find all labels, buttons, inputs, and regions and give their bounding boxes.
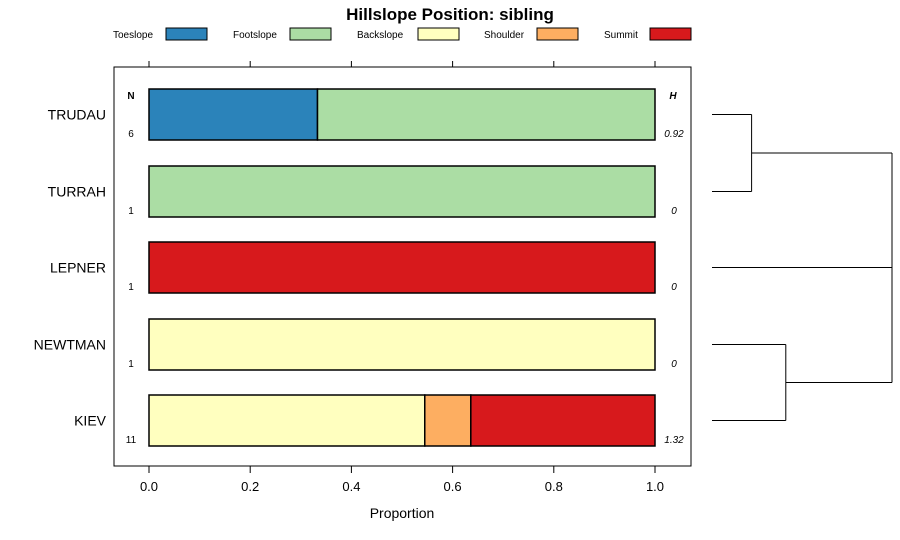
legend: Toeslope Footslope Backslope Shoulder Summit bbox=[113, 27, 692, 41]
top-ticks bbox=[148, 61, 656, 67]
bar-trudau-toeslope bbox=[148, 88, 319, 141]
legend-label-toeslope: Toeslope bbox=[113, 30, 153, 41]
legend-label-backslope: Backslope bbox=[357, 30, 404, 41]
legend-label-footslope: Footslope bbox=[233, 30, 277, 41]
legend-swatch-backslope bbox=[417, 27, 460, 41]
row-label-newtman: NEWTMAN bbox=[34, 337, 106, 353]
x-tick-label: 0.2 bbox=[241, 479, 259, 494]
x-axis-label: Proportion bbox=[370, 505, 435, 521]
n-value-trudau: 6 bbox=[128, 129, 134, 140]
chart-title: Hillslope Position: sibling bbox=[346, 5, 554, 24]
bar-trudau-footslope bbox=[316, 88, 656, 141]
row-label-kiev: KIEV bbox=[74, 413, 107, 429]
n-header: N bbox=[127, 91, 134, 102]
h-value-trudau: 0.92 bbox=[664, 129, 684, 140]
row-label-turrah: TURRAH bbox=[48, 184, 106, 200]
row-label-trudau: TRUDAU bbox=[48, 107, 106, 123]
legend-swatch-toeslope bbox=[165, 27, 208, 41]
x-axis: 0.0 0.2 0.4 0.6 0.8 1.0 bbox=[140, 466, 664, 494]
h-labels: 0.92 0 0 0 1.32 bbox=[664, 129, 684, 446]
x-tick-label: 1.0 bbox=[646, 479, 664, 494]
x-tick-label: 0.8 bbox=[545, 479, 563, 494]
legend-swatch-summit bbox=[649, 27, 692, 41]
legend-label-summit: Summit bbox=[604, 30, 638, 41]
h-value-newtman: 0 bbox=[671, 359, 677, 370]
bar-lepner-summit bbox=[148, 241, 656, 294]
bar-kiev-shoulder bbox=[424, 394, 472, 447]
row-label-lepner: LEPNER bbox=[50, 260, 106, 276]
legend-swatch-shoulder bbox=[536, 27, 579, 41]
n-value-turrah: 1 bbox=[128, 206, 134, 217]
legend-label-shoulder: Shoulder bbox=[484, 30, 525, 41]
bar-newtman-backslope bbox=[148, 318, 656, 371]
plot-frame bbox=[113, 66, 692, 467]
h-value-turrah: 0 bbox=[671, 206, 677, 217]
x-tick-label: 0.4 bbox=[342, 479, 360, 494]
h-value-lepner: 0 bbox=[671, 282, 677, 293]
n-value-lepner: 1 bbox=[128, 282, 134, 293]
legend-swatch-footslope bbox=[289, 27, 332, 41]
bar-turrah-footslope bbox=[148, 165, 656, 218]
bars bbox=[148, 88, 656, 447]
row-labels: TRUDAU TURRAH LEPNER NEWTMAN KIEV bbox=[34, 107, 107, 429]
x-tick-label: 0.0 bbox=[140, 479, 158, 494]
h-value-kiev: 1.32 bbox=[664, 435, 684, 446]
bar-kiev-summit bbox=[470, 394, 656, 447]
x-tick-label: 0.6 bbox=[444, 479, 462, 494]
n-value-kiev: 11 bbox=[126, 435, 137, 446]
n-value-newtman: 1 bbox=[128, 359, 134, 370]
dendrogram bbox=[712, 114, 893, 421]
bar-kiev-backslope bbox=[148, 394, 426, 447]
h-header: H bbox=[669, 91, 677, 102]
